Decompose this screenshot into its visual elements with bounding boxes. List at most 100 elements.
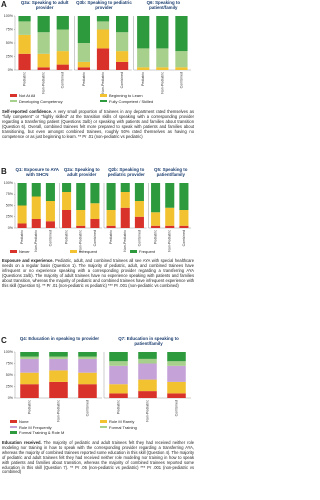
- chart-title: Q1: Exposure to AYA with SHCN: [15, 167, 59, 177]
- bar-segment: [138, 352, 157, 359]
- bar-segment: [115, 51, 129, 62]
- bar-segment: [49, 356, 68, 359]
- legend-item: Role M Rarely: [100, 419, 134, 424]
- bar-segment: [17, 205, 27, 224]
- bar-segment: [96, 29, 110, 49]
- y-tick-label: 0%: [8, 68, 14, 72]
- bar-segment: [77, 67, 91, 70]
- legend-swatch: [70, 250, 77, 253]
- legend-label: Role M Rarely: [109, 419, 135, 424]
- x-tick-label: Combined: [174, 400, 178, 416]
- bar-segment: [179, 183, 189, 210]
- legend-label: Infrequent: [79, 249, 98, 254]
- panel-label: C: [1, 336, 7, 345]
- legend-label: Never: [19, 249, 30, 254]
- bar-segment: [18, 53, 31, 70]
- bar-segment: [106, 225, 116, 228]
- x-tick-label: Combined: [85, 400, 89, 416]
- bar-segment: [78, 372, 97, 385]
- bar-segment: [109, 365, 128, 385]
- bar-segment: [96, 16, 110, 22]
- x-tick-label: Pediatric: [23, 72, 27, 86]
- bar-segment: [138, 391, 157, 398]
- x-tick-label: Non-Pediatric: [34, 230, 38, 252]
- chart-title: Q6: Speaking to patient/family: [146, 0, 181, 10]
- chart-title: Q4: Education in speaking to provider: [19, 336, 100, 341]
- x-tick-label: Combined: [61, 72, 65, 88]
- bar-segment: [49, 381, 68, 398]
- bar-segment: [115, 16, 129, 33]
- bar-segment: [134, 201, 144, 217]
- bar-segment: [20, 384, 39, 398]
- caption-lead: Self-reported confidence.: [2, 109, 52, 114]
- bar-segment: [120, 192, 130, 208]
- bar-segment: [45, 183, 55, 201]
- x-tick-label: Pediatric: [116, 400, 120, 414]
- bar-segment: [90, 183, 100, 204]
- legend-item: Never: [10, 249, 30, 254]
- bar-segment: [109, 352, 128, 362]
- y-tick-label: 25%: [6, 54, 14, 58]
- bar-segment: [96, 21, 110, 30]
- bar-segment: [20, 358, 39, 373]
- panel-label: B: [1, 167, 7, 176]
- bar-segment: [165, 183, 175, 208]
- bar-segment: [45, 221, 55, 228]
- bar-segment: [78, 356, 97, 359]
- legend-item: Not At All: [10, 93, 35, 98]
- panel-label: A: [1, 0, 7, 9]
- legend-label: Formal Training: [109, 424, 137, 430]
- legend-label: Frequent: [139, 249, 156, 254]
- x-tick-label: Pediatric: [109, 230, 113, 244]
- x-tick-label: Non-Pediatric: [101, 72, 105, 94]
- bar-segment: [37, 32, 50, 54]
- bar-segment: [179, 210, 189, 226]
- bar-segment: [175, 67, 188, 70]
- x-tick-label: Combined: [48, 230, 52, 246]
- bar-segment: [165, 225, 175, 228]
- bar-segment: [37, 16, 50, 33]
- caption: Education received. The majority of pedi…: [2, 440, 194, 475]
- x-tick-label: Combined: [179, 72, 183, 88]
- chart-title: Q2a: Speaking to adult provider: [63, 167, 100, 177]
- bar-segment: [49, 358, 68, 371]
- bar-segment: [62, 183, 72, 192]
- bar-segment: [17, 183, 27, 206]
- y-tick-label: 25%: [6, 215, 14, 219]
- x-tick-label: Non-Pediatric: [160, 72, 164, 94]
- bar-segment: [20, 356, 39, 359]
- bar-segment: [179, 225, 189, 228]
- y-tick-label: 50%: [6, 41, 14, 45]
- bar-segment: [175, 51, 188, 68]
- bar-segment: [77, 16, 91, 43]
- bar-segment: [106, 210, 116, 226]
- y-tick-label: 25%: [6, 384, 14, 388]
- bar-segment: [134, 183, 144, 201]
- legend-item: Beginning to Learn: [100, 93, 143, 98]
- legend-swatch: [100, 99, 107, 103]
- bar-segment: [31, 183, 41, 197]
- bar-segment: [167, 365, 186, 382]
- bar-segment: [76, 225, 86, 228]
- bar-segment: [115, 32, 129, 52]
- y-tick-label: 75%: [6, 361, 14, 365]
- x-tick-label: Non-Pediatric: [56, 400, 60, 422]
- legend-item: Formal Training: [100, 425, 137, 430]
- y-tick-label: 100%: [4, 14, 14, 18]
- caption-text: Pediatric, adult, and combined trainees …: [2, 258, 194, 288]
- bar-segment: [37, 53, 50, 68]
- bar-segment: [167, 352, 186, 362]
- x-tick-label: Combined: [120, 72, 124, 88]
- bar-segment: [167, 393, 186, 398]
- bar-segment: [31, 219, 41, 228]
- bar-segment: [96, 48, 110, 70]
- chart: 0% 25% 50% 75% 100% Pediatric Non-Pediatric Com…: [4, 14, 191, 422]
- chart-title: Q7: Education in speaking to patient/fam…: [118, 336, 179, 346]
- legend-swatch: [10, 425, 17, 429]
- bar-segment: [106, 183, 116, 210]
- bar-segment: [20, 352, 39, 357]
- bar-segment: [78, 358, 97, 373]
- bar-segment: [156, 48, 169, 68]
- bar-segment: [18, 16, 31, 22]
- bar-segment: [76, 210, 86, 226]
